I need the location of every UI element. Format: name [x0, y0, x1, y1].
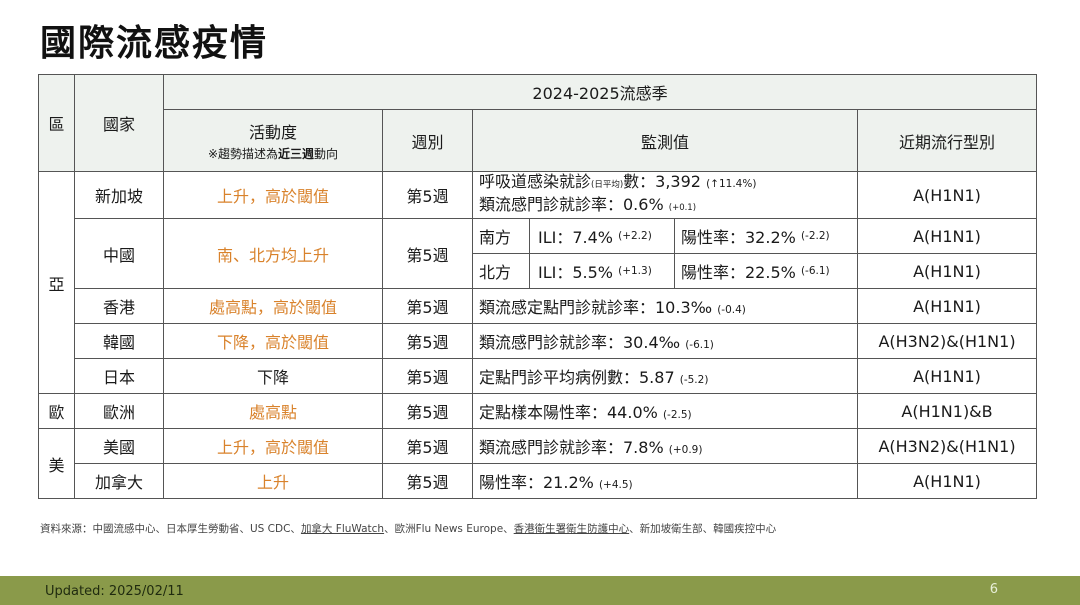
week-cell: 第5週: [382, 393, 473, 429]
strain-cell: A(H1N1): [856, 358, 1038, 394]
strain-cell: A(H1N1): [856, 171, 1038, 219]
header-strain: 近期流行型別: [856, 109, 1038, 172]
header-activity-note: ※趨勢描述為近三週動向: [207, 147, 339, 161]
week-cell: 第5週: [382, 358, 473, 394]
strain-cell: A(H3N2)&(H1N1): [856, 428, 1038, 464]
activity-cell: 處高點: [163, 393, 383, 429]
header-activity-label: 活動度: [248, 123, 297, 142]
activity-cell: 上升，高於閾值: [163, 171, 383, 219]
table-row-korea: 韓國 下降，高於閾值 第5週 類流感門診就診率：30.4‰ (-6.1) A(H…: [39, 323, 1038, 359]
monitoring-cell: 類流感定點門診就診率：10.3‰ (-0.4): [472, 288, 858, 324]
week-cell: 第5週: [382, 463, 473, 499]
monitoring-cell: 南方 ILI：7.4% (+2.2) 陽性率：32.2% (-2.2): [472, 218, 858, 254]
country-cell: 日本: [74, 358, 164, 394]
country-cell: 中國: [74, 218, 164, 289]
page-number: 6: [989, 582, 998, 597]
china-south-positivity: 陽性率：32.2% (-2.2): [681, 228, 830, 247]
country-cell: 韓國: [74, 323, 164, 359]
activity-cell: 處高點，高於閾值: [163, 288, 383, 324]
table-row-europe: 歐 歐洲 處高點 第5週 定點樣本陽性率：44.0% (-2.5) A(H1N1…: [38, 393, 1038, 429]
header-week: 週別: [382, 109, 473, 172]
monitoring-cell: 北方 ILI：5.5% (+1.3) 陽性率：22.5% (-6.1): [472, 253, 858, 289]
monitoring-cell: 類流感門診就診率：7.8% (+0.9): [472, 428, 858, 464]
region-asia: 亞: [38, 171, 75, 394]
data-source-note: 資料來源：中國流感中心、日本厚生勞動省、US CDC、加拿大 FluWatch、…: [40, 523, 777, 535]
country-cell: 新加坡: [74, 171, 164, 219]
table-row-china-south: 中國 南、北方均上升 第5週 南方 ILI：7.4% (+2.2) 陽性率：32…: [39, 218, 1038, 289]
header-activity: 活動度 ※趨勢描述為近三週動向: [163, 109, 383, 172]
week-cell: 第5週: [382, 323, 473, 359]
footer-bar: Updated: 2025/02/11 6: [0, 576, 1080, 605]
monitoring-cell: 定點樣本陽性率：44.0% (-2.5): [472, 393, 858, 429]
week-cell: 第5週: [382, 288, 473, 324]
week-cell: 第5週: [382, 428, 473, 464]
activity-cell: 上升: [163, 463, 383, 499]
china-north-ili: ILI：5.5% (+1.3): [530, 254, 675, 288]
fluwatch-link[interactable]: 加拿大 FluWatch: [300, 523, 385, 535]
strain-cell: A(H1N1): [856, 218, 1038, 254]
table-row-china-north: 北方 ILI：5.5% (+1.3) 陽性率：22.5% (-6.1) A(H1…: [39, 253, 1038, 289]
region-europe: 歐: [38, 393, 75, 429]
week-cell: 第5週: [382, 171, 473, 219]
strain-cell: A(H1N1): [856, 288, 1038, 324]
flu-table: 區 國家 2024-2025流感季 活動度 ※趨勢描述為近三週動向 週別 監測值…: [38, 74, 1038, 499]
header-country: 國家: [74, 74, 164, 172]
table-row-usa: 美 美國 上升，高於閾值 第5週 類流感門診就診率：7.8% (+0.9) A(…: [38, 428, 1038, 499]
table-row-hongkong: 香港 處高點，高於閾值 第5週 類流感定點門診就診率：10.3‰ (-0.4) …: [39, 288, 1038, 324]
table-row-japan: 日本 下降 第5週 定點門診平均病例數：5.87 (-5.2) A(H1N1): [39, 358, 1038, 394]
header-region: 區: [38, 74, 75, 172]
country-cell: 香港: [74, 288, 164, 324]
page-title: 國際流感疫情: [40, 23, 269, 64]
activity-cell: 上升，高於閾值: [163, 428, 383, 464]
strain-cell: A(H1N1): [856, 253, 1038, 289]
monitoring-cell: 陽性率：21.2% (+4.5): [472, 463, 858, 499]
strain-cell: A(H3N2)&(H1N1): [856, 323, 1038, 359]
monitoring-cell: 定點門診平均病例數：5.87 (-5.2): [472, 358, 858, 394]
activity-cell: 南、北方均上升: [163, 218, 383, 289]
region-america: 美: [38, 428, 75, 499]
monitoring-cell: 類流感門診就診率：30.4‰ (-6.1): [472, 323, 858, 359]
monitoring-cell: 呼吸道感染就診(日平均)數：3,392 (↑11.4%) 類流感門診就診率：0.…: [472, 171, 858, 219]
header-monitoring: 監測值: [472, 109, 858, 172]
china-north-positivity: 陽性率：22.5% (-6.1): [681, 263, 830, 282]
hk-chp-link[interactable]: 香港衛生署衛生防護中心: [513, 523, 630, 535]
china-north-label: 北方: [474, 254, 530, 288]
country-cell: 加拿大: [74, 463, 164, 499]
china-south-label: 南方: [474, 219, 530, 253]
country-cell: 歐洲: [74, 393, 164, 429]
week-cell: 第5週: [382, 218, 473, 289]
activity-cell: 下降，高於閾值: [163, 323, 383, 359]
updated-date: Updated: 2025/02/11: [45, 584, 184, 599]
activity-cell: 下降: [163, 358, 383, 394]
strain-cell: A(H1N1): [856, 463, 1038, 499]
strain-cell: A(H1N1)&B: [856, 393, 1038, 429]
table-row-singapore: 亞 新加坡 上升，高於閾值 第5週 呼吸道感染就診(日平均)數：3,392 (↑…: [38, 171, 1038, 394]
china-south-ili: ILI：7.4% (+2.2): [530, 219, 675, 253]
country-cell: 美國: [74, 428, 164, 464]
table-row-canada: 加拿大 上升 第5週 陽性率：21.2% (+4.5) A(H1N1): [39, 463, 1038, 499]
header-season: 2024-2025流感季: [162, 74, 1038, 110]
